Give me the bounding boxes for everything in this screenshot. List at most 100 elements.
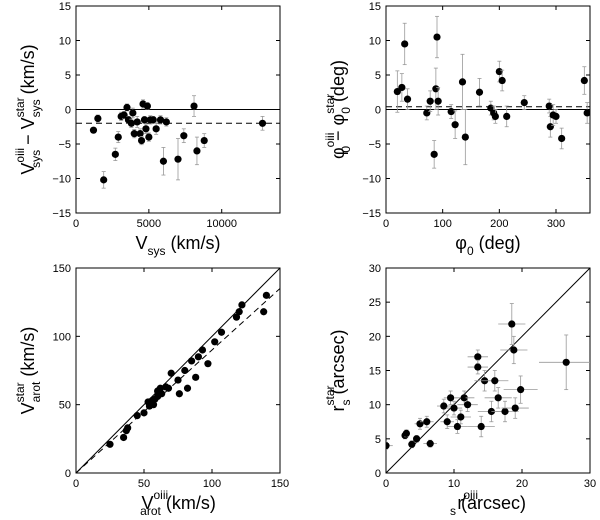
x-tick-label: 20: [516, 478, 528, 490]
x-tick-label: 10: [448, 478, 460, 490]
plot-frame: [75, 267, 281, 474]
data-point: [258, 119, 267, 127]
data-point: [238, 301, 246, 309]
data-point: [386, 442, 390, 450]
data-point: [447, 394, 455, 402]
data-point: [451, 121, 459, 129]
x-tick-label: 100: [433, 218, 451, 230]
panel-bottom-right: 0 10 20 30 0 5 10 15 20 25 30 roiii s (arcsec) rstar s…: [323, 263, 596, 518]
data-point: [159, 157, 168, 165]
data-point: [140, 116, 149, 124]
data-point: [423, 418, 431, 426]
data-point: [562, 358, 570, 366]
data-point: [94, 114, 102, 123]
data-point: [426, 440, 434, 448]
x-tick-label: 5000: [137, 218, 161, 230]
data-point: [188, 357, 196, 365]
data-point: [416, 420, 424, 428]
x-tick-label: 50: [138, 478, 150, 490]
data-point: [106, 440, 114, 448]
panel-bottom-left: 0 50 100 150 0 50 100 150 Voiii arot (km/s) Vstar a…: [13, 263, 289, 518]
data-point: [432, 85, 440, 93]
y-tick-label: 150: [53, 263, 71, 275]
x-tick-label: 30: [584, 478, 596, 490]
data-point: [193, 147, 201, 155]
data-point: [158, 390, 166, 398]
data-point: [402, 429, 410, 437]
panel-top-right: 0 100 200 300 −15 −10 −5 0 5 10 15 φ0 (deg) φoiii0 −…: [323, 1, 591, 258]
y-tick-label: 20: [369, 331, 381, 343]
y-tick-label: 10: [369, 36, 381, 48]
x-tick-label: 100: [203, 478, 221, 490]
data-point: [133, 118, 141, 126]
data-point: [545, 102, 553, 110]
y-tick-label: 10: [369, 400, 381, 412]
data-point: [130, 130, 138, 138]
y-tick-label: 5: [375, 434, 381, 446]
data-point: [174, 155, 182, 163]
data-point: [137, 136, 146, 145]
data-point: [204, 360, 212, 368]
data-point: [164, 384, 173, 392]
data-point: [180, 132, 188, 140]
x-tick-label: 0: [383, 218, 389, 230]
y-tick-label: 15: [369, 1, 381, 13]
data-point: [508, 320, 516, 328]
data-point: [149, 401, 158, 409]
y-tick-label: 0: [65, 468, 71, 480]
data-point: [100, 176, 108, 184]
y-tick-label: 15: [59, 1, 71, 13]
data-point: [198, 346, 207, 354]
y-tick-label: −10: [362, 174, 381, 186]
data-point: [457, 413, 465, 421]
data-point: [510, 346, 518, 354]
y-axis-label: Voiii sys − Vstar sys (km/s): [13, 44, 43, 174]
data-point: [413, 435, 421, 443]
y-tick-label: −10: [52, 174, 71, 186]
data-point: [181, 366, 189, 375]
data-point: [503, 112, 511, 120]
data-point: [458, 78, 467, 86]
y-tick-label: −15: [52, 208, 71, 220]
y-tick-label: −5: [58, 139, 71, 151]
data-point: [183, 384, 192, 392]
y-tick-label: 30: [369, 263, 381, 275]
data-point: [145, 133, 153, 141]
data-point: [200, 136, 208, 145]
data-point: [491, 377, 499, 385]
x-tick-label: 0: [383, 478, 389, 490]
data-point: [475, 88, 484, 96]
data-point: [190, 102, 198, 110]
data-point: [433, 33, 441, 41]
data-point: [491, 112, 499, 120]
data-point: [192, 373, 200, 381]
data-point: [140, 409, 148, 417]
y-tick-label: 0: [375, 105, 381, 117]
data-point: [520, 99, 528, 107]
data-point: [89, 126, 98, 134]
plot-area: [386, 15, 590, 169]
data-point: [440, 402, 448, 410]
y-tick-label: 25: [369, 297, 381, 309]
data-point: [443, 418, 451, 426]
x-axis-label: Voiii arot (km/s): [140, 488, 216, 518]
data-point: [495, 67, 503, 76]
data-point: [583, 109, 590, 117]
y-tick-label: 0: [65, 105, 71, 117]
y-tick-label: −5: [368, 139, 381, 151]
data-point: [149, 116, 157, 124]
data-point: [477, 422, 485, 431]
data-point: [127, 119, 135, 127]
data-point: [211, 338, 219, 346]
data-point: [403, 95, 412, 103]
data-point: [398, 83, 406, 92]
y-tick-label: 50: [59, 400, 71, 412]
y-axis-label: φoiii0 − φstar 0 (deg): [323, 60, 353, 159]
data-point: [511, 404, 519, 412]
data-point: [517, 386, 525, 394]
y-tick-label: 100: [53, 331, 71, 343]
x-axis-label: Vsys (km/s): [136, 233, 221, 258]
data-point: [175, 390, 183, 398]
y-tick-label: −15: [362, 208, 381, 220]
